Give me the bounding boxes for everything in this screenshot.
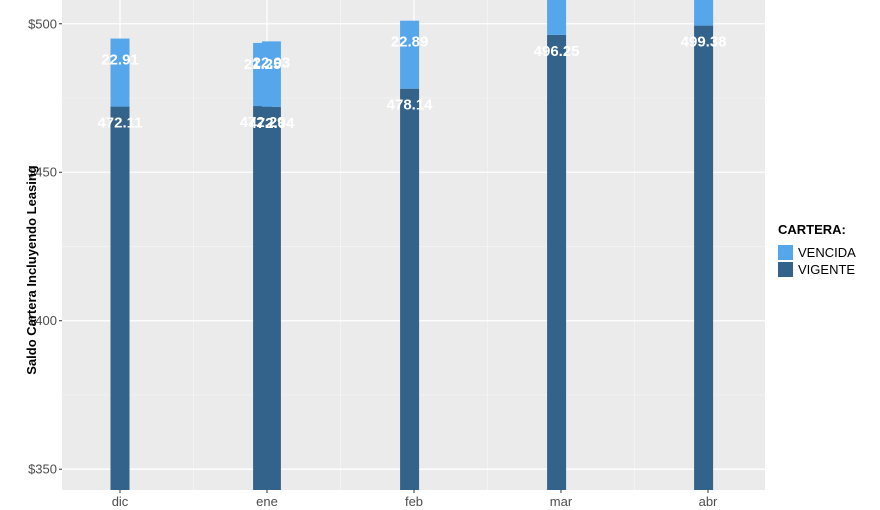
data-label-vigente-5: 499.38 — [681, 34, 727, 51]
x-tick-label: abr — [699, 494, 718, 509]
x-tick-label: feb — [405, 494, 423, 509]
data-labels: 472.11 22.91 472.29 21.25 472.04 22.03 478.14 2… — [97, 34, 726, 132]
legend-swatch-vencida — [778, 245, 793, 260]
y-tick-label: $350 — [28, 462, 57, 477]
bar-series — [110, 0, 714, 491]
data-label-vigente-0: 472.11 — [97, 115, 142, 132]
bar-vencida-0 — [110, 38, 130, 107]
y-tick-label: $400 — [28, 313, 57, 328]
bar-vencida-2 — [261, 41, 281, 107]
bar-vigente-3 — [400, 88, 420, 491]
bar-vigente-2 — [261, 106, 281, 490]
bar-vigente-4 — [547, 34, 567, 490]
y-tick-label: $500 — [28, 16, 57, 31]
y-axis: $350 $400 $450 $500 — [28, 16, 62, 477]
data-label-vencida-3: 22.89 — [391, 34, 429, 51]
data-label-vencida-2: 22.03 — [253, 54, 291, 71]
data-label-vigente-3: 478.14 — [387, 97, 434, 114]
data-label-vigente-4: 496.25 — [534, 43, 580, 60]
legend-swatch-vigente — [778, 262, 793, 277]
x-tick-label: dic — [112, 494, 129, 509]
x-tick-label: ene — [256, 494, 278, 509]
y-tick-label: $450 — [28, 165, 57, 180]
legend-label-vigente: VIGENTE — [798, 262, 855, 277]
x-axis: dic ene feb mar abr — [112, 490, 718, 509]
bar-vencida-3 — [400, 20, 420, 89]
data-label-vigente-2: 472.04 — [248, 115, 295, 132]
data-label-vencida-1: 21.25 — [244, 56, 282, 73]
legend-title: CARTERA: — [778, 222, 846, 237]
y-axis-title: Saldo Cartera Incluyendo Leasing — [24, 165, 39, 375]
data-label-vigente-1: 472.29 — [240, 114, 286, 131]
legend: CARTERA: VENCIDA VIGENTE — [778, 222, 856, 277]
legend-label-vencida: VENCIDA — [798, 245, 856, 260]
bar-vigente-0 — [110, 106, 130, 490]
bar-vigente-5 — [694, 25, 714, 491]
bar-vencida-4 — [547, 0, 567, 35]
data-label-vencida-0: 22.91 — [101, 52, 139, 69]
x-tick-label: mar — [550, 494, 573, 509]
bar-vencida-5 — [694, 0, 714, 26]
